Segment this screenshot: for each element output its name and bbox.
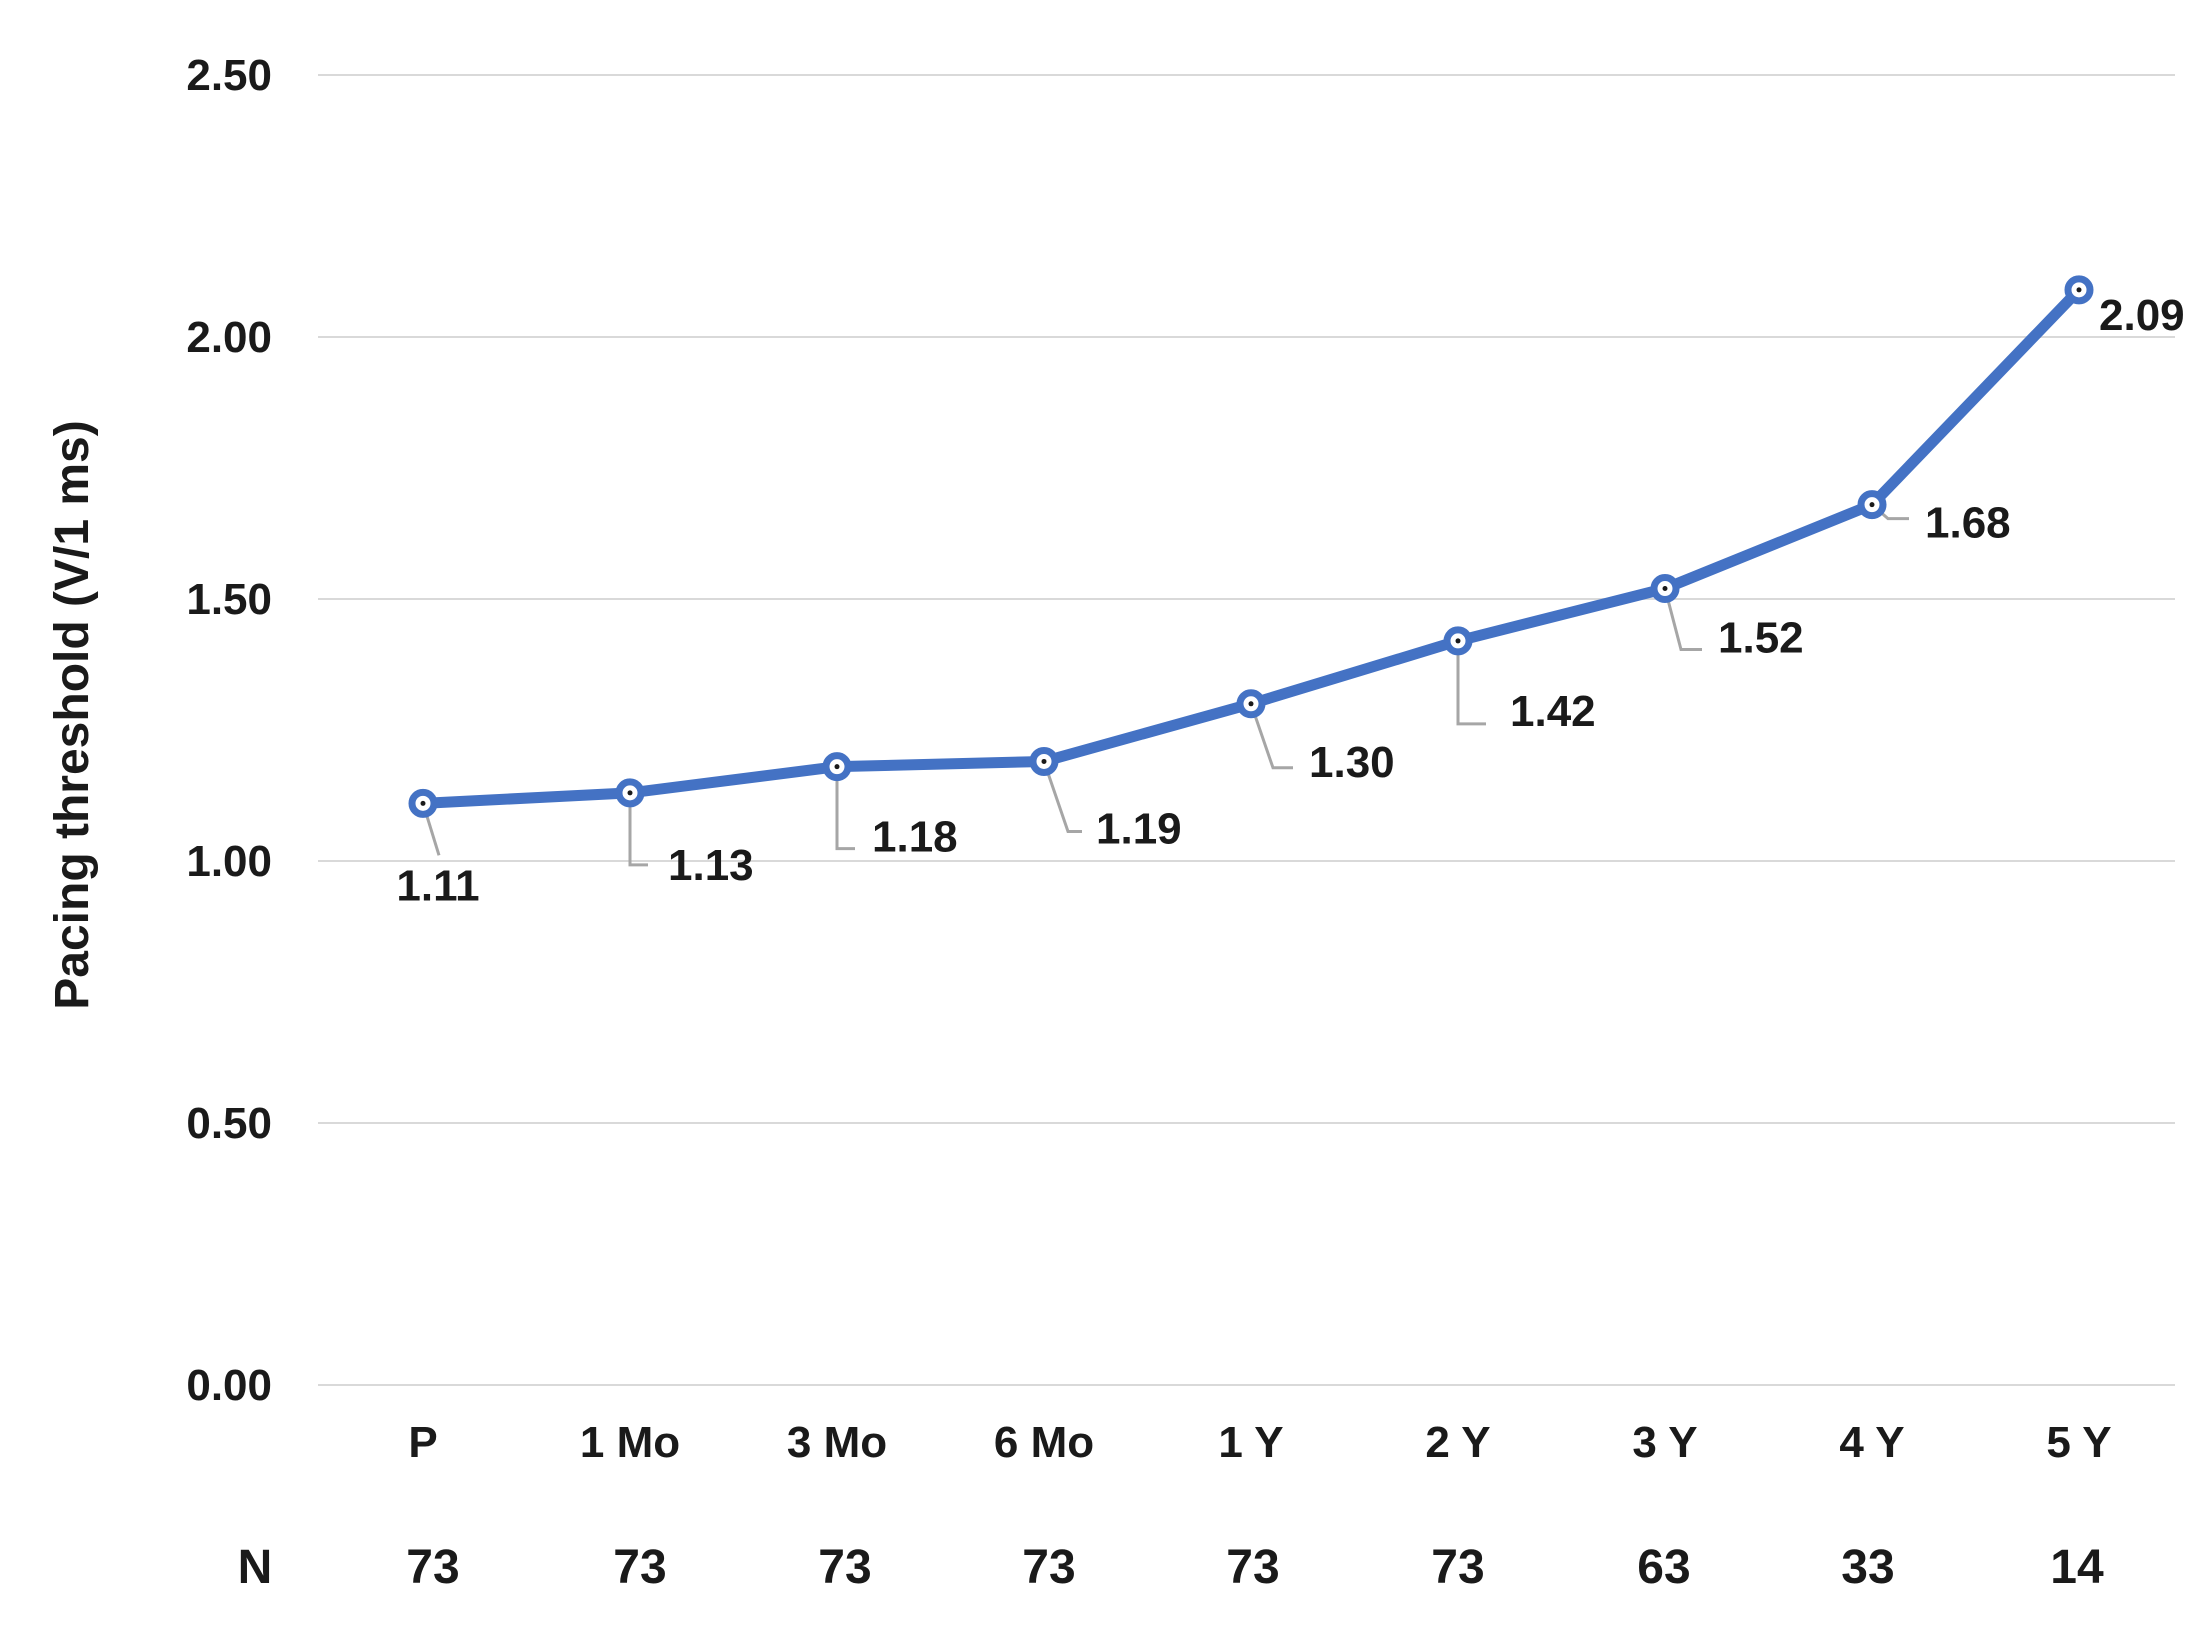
data-label-leader — [1249, 703, 1293, 770]
data-labels: 1.11 1.13 1.18 1.19 1.30 1.42 1.52 1.68 2.09 — [396, 291, 2184, 911]
x-tick-label: 3 Mo — [787, 1418, 887, 1467]
y-tick-label: 1.00 — [186, 837, 272, 886]
y-tick-label: 1.50 — [186, 575, 272, 624]
x-tick-label: 1 Mo — [580, 1418, 680, 1467]
n-value: 73 — [818, 1541, 871, 1594]
data-label-leader — [628, 792, 648, 867]
n-value: 73 — [406, 1541, 459, 1594]
data-label: 2.09 — [2099, 291, 2185, 340]
data-label-leaders — [421, 503, 1909, 867]
x-tick-label: 3 Y — [1632, 1418, 1697, 1467]
data-point-center — [2076, 287, 2082, 293]
data-label: 1.11 — [396, 861, 479, 910]
series-line — [417, 284, 2085, 809]
x-tick-label: P — [408, 1418, 437, 1467]
data-label: 1.18 — [872, 813, 958, 862]
data-label-leader — [1042, 760, 1082, 833]
data-label-leader — [1663, 588, 1702, 652]
x-tick-label: 6 Mo — [994, 1418, 1094, 1467]
data-label: 1.13 — [668, 841, 754, 890]
y-axis-label: Pacing threshold (V/1 ms) — [46, 420, 99, 1009]
n-value: 73 — [1431, 1541, 1484, 1594]
x-tick-label: 5 Y — [2046, 1418, 2111, 1467]
y-tick-label: 0.00 — [186, 1361, 272, 1410]
data-label: 1.42 — [1510, 687, 1596, 736]
data-label: 1.52 — [1718, 614, 1804, 663]
data-label-leader — [835, 766, 855, 851]
data-markers — [408, 275, 2094, 818]
n-value: 63 — [1637, 1541, 1690, 1594]
n-value: 73 — [1022, 1541, 1075, 1594]
n-value: 33 — [1841, 1541, 1894, 1594]
data-label: 1.30 — [1309, 738, 1395, 787]
data-point-center — [1455, 638, 1461, 644]
y-tick-label: 2.00 — [186, 313, 272, 362]
x-tick-label: 2 Y — [1425, 1418, 1490, 1467]
data-label: 1.19 — [1096, 804, 1182, 853]
data-point-center — [1662, 586, 1668, 592]
x-axis-ticks: P 1 Mo 3 Mo 6 Mo 1 Y 2 Y 3 Y 4 Y 5 Y — [408, 1418, 2111, 1467]
n-value: 73 — [613, 1541, 666, 1594]
data-point-center — [627, 790, 633, 796]
data-point-center — [834, 764, 840, 770]
y-tick-label: 2.50 — [186, 51, 272, 100]
n-row-values: 73 73 73 73 73 73 63 33 14 — [406, 1541, 2104, 1594]
x-tick-label: 1 Y — [1218, 1418, 1283, 1467]
gridlines — [318, 74, 2175, 1386]
data-point-center — [1041, 758, 1047, 764]
y-axis-ticks: 0.00 0.50 1.00 1.50 2.00 2.50 — [186, 51, 272, 1410]
y-tick-label: 0.50 — [186, 1099, 272, 1148]
x-tick-label: 4 Y — [1839, 1418, 1904, 1467]
data-label: 1.68 — [1925, 499, 2011, 548]
data-point-center — [420, 800, 426, 806]
n-value: 14 — [2050, 1541, 2104, 1594]
data-point-center — [1869, 502, 1875, 508]
n-row-label: N — [238, 1541, 273, 1594]
data-point-center — [1248, 701, 1254, 707]
data-label-leader — [1456, 640, 1486, 726]
n-value: 73 — [1226, 1541, 1279, 1594]
